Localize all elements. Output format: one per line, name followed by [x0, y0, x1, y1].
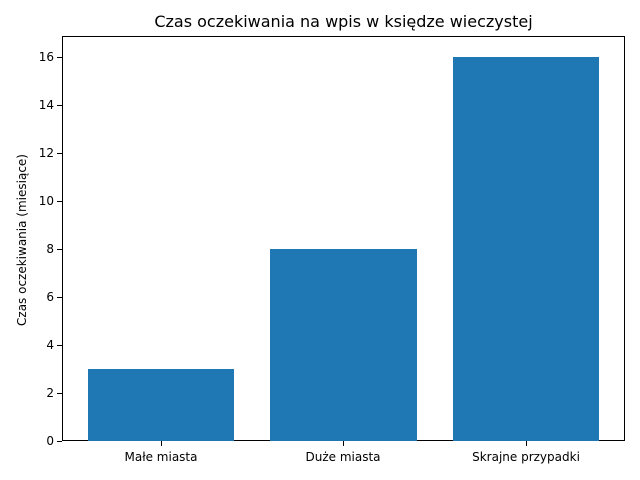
x-tick-label: Małe miasta	[124, 450, 198, 464]
bar-male-miasta	[88, 369, 234, 441]
x-tick	[343, 441, 344, 446]
y-tick	[57, 297, 62, 298]
y-tick	[57, 249, 62, 250]
y-tick	[57, 345, 62, 346]
y-tick-label: 0	[46, 434, 54, 448]
x-tick-label: Duże miasta	[305, 450, 381, 464]
y-tick	[57, 105, 62, 106]
y-tick-label: 16	[38, 50, 54, 64]
y-tick-label: 14	[38, 98, 54, 112]
y-tick	[57, 441, 62, 442]
y-tick-label: 2	[46, 386, 54, 400]
y-tick	[57, 201, 62, 202]
y-tick	[57, 393, 62, 394]
y-tick-label: 4	[46, 338, 54, 352]
y-tick-label: 12	[38, 146, 54, 160]
bar-skrajne-przypadki	[453, 57, 599, 441]
bar-duze-miasta	[270, 249, 417, 441]
x-tick	[161, 441, 162, 446]
chart-title: Czas oczekiwania na wpis w księdze wiecz…	[154, 12, 533, 31]
y-tick	[57, 153, 62, 154]
y-tick-label: 6	[46, 290, 54, 304]
y-tick-label: 8	[46, 242, 54, 256]
x-tick	[526, 441, 527, 446]
y-axis-label: Czas oczekiwania (miesiące)	[15, 154, 29, 326]
y-tick-label: 10	[38, 194, 54, 208]
y-tick	[57, 57, 62, 58]
x-tick-label: Skrajne przypadki	[472, 450, 580, 464]
